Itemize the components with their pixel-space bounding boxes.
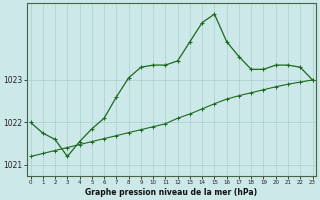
X-axis label: Graphe pression niveau de la mer (hPa): Graphe pression niveau de la mer (hPa): [85, 188, 258, 197]
